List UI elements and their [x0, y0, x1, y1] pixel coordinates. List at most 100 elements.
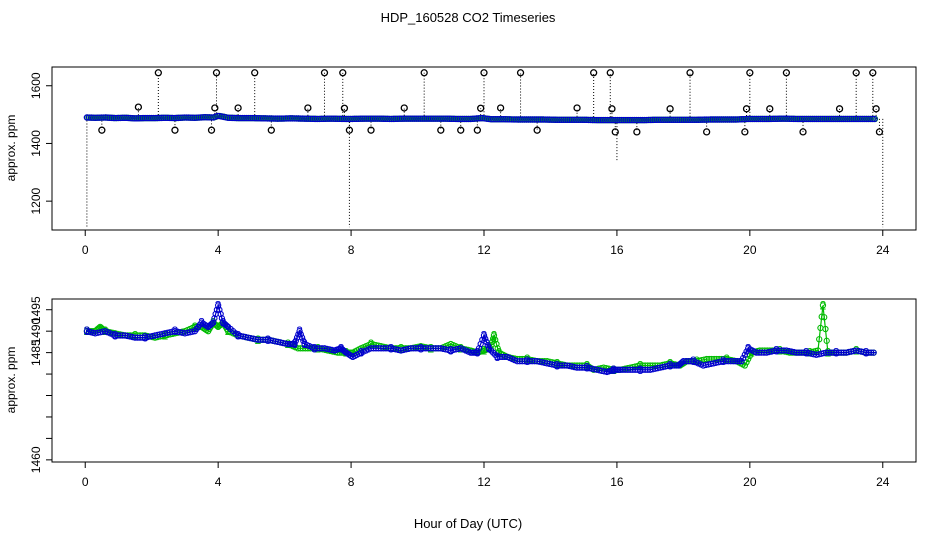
bottom-series-marker-3: 3	[311, 341, 318, 355]
top-outlier-point	[473, 126, 482, 134]
bottom-series-point-2	[493, 340, 500, 348]
bottom-xtick-label: 20	[743, 475, 757, 489]
top-outlier-point	[480, 69, 488, 77]
top-outlier-point	[320, 69, 329, 77]
bottom-series-marker-3: 3	[803, 346, 810, 360]
top-outlier-point	[799, 128, 807, 136]
top-ytick-label: 1600	[29, 72, 43, 99]
bottom-series-marker-2: 2	[806, 346, 813, 360]
bottom-series-point-3	[732, 358, 739, 365]
bottom-ytick-label: 1485	[29, 339, 43, 366]
bottom-panel-frame	[51, 298, 917, 463]
bottom-series-point-3	[483, 338, 490, 346]
top-outlier-point	[611, 128, 619, 136]
bottom-series-point-3	[213, 306, 221, 313]
bottom-panel-timeseries: approx. ppm 0 4 8 12 16 20 241460148514901495 …	[4, 296, 917, 489]
bottom-series-marker-3: 3	[584, 361, 591, 375]
bottom-series-point-3	[480, 332, 488, 339]
bottom-series-point-3	[328, 346, 336, 354]
bottom-series-marker-3: 3	[235, 328, 242, 342]
bottom-series-marker-2: 2	[496, 346, 503, 360]
top-xtick-label: 24	[876, 243, 890, 257]
top-baseline-point-blue	[871, 115, 878, 123]
bottom-series-point-3	[484, 341, 491, 349]
top-outlier-point	[746, 69, 754, 77]
bottom-series-point-3	[666, 362, 674, 369]
bottom-series-marker-3: 3	[418, 341, 425, 355]
top-xtick-label: 4	[215, 243, 222, 257]
top-xtick-label: 20	[743, 243, 757, 257]
top-outlier-point	[573, 104, 581, 112]
bottom-series-point-3	[211, 315, 218, 322]
bottom-series-point-3	[298, 334, 306, 341]
bottom-series-point-3	[738, 358, 745, 365]
bottom-series-point-3	[870, 349, 877, 356]
top-xtick-label: 16	[610, 243, 624, 257]
bottom-series-point-3	[218, 315, 226, 322]
bottom-series-marker-3: 3	[172, 324, 179, 338]
bottom-series-point-3	[300, 337, 307, 344]
top-outlier-point	[212, 69, 221, 77]
top-outlier-point	[741, 128, 749, 136]
bottom-series-marker-2: 2	[820, 298, 827, 312]
top-outlier-point	[420, 69, 428, 77]
top-outlier-point	[782, 69, 791, 77]
bottom-series-marker-3: 3	[112, 328, 119, 342]
bottom-series-marker-3: 3	[524, 354, 531, 368]
top-outlier-point	[869, 69, 877, 77]
top-outlier-point	[457, 126, 465, 134]
bottom-series-point-3	[482, 335, 489, 342]
bottom-series-marker-3: 3	[486, 341, 493, 355]
top-outlier-point	[742, 105, 751, 113]
top-xtick-label: 12	[477, 243, 491, 257]
top-panel-axes: 0 4 8 12 16 20 24 1200 1400 1600	[29, 72, 890, 257]
top-outlier-point	[154, 69, 162, 77]
bottom-series-marker-3: 3	[301, 337, 308, 351]
bottom-panel-ylabel: approx. ppm	[4, 347, 18, 414]
top-outlier-point	[211, 104, 219, 112]
top-outlier-point	[533, 126, 541, 134]
bottom-series-point-2	[741, 362, 749, 369]
bottom-series-point-3	[740, 354, 747, 362]
top-outlier-point	[516, 69, 525, 77]
top-outlier-point	[686, 69, 694, 77]
bottom-series-marker-3: 3	[481, 328, 488, 342]
top-outlier-point	[835, 105, 844, 113]
top-outlier-point	[171, 126, 179, 134]
top-outlier-point	[477, 104, 485, 112]
bottom-series-point-2	[816, 336, 823, 343]
bottom-series-point-3	[736, 358, 743, 365]
bottom-series-marker-3: 3	[84, 324, 91, 338]
top-outlier-point	[875, 128, 884, 136]
bottom-series-marker-2: 2	[481, 343, 488, 357]
bottom-series-marker-3: 3	[447, 343, 454, 357]
bottom-series-marker-3: 3	[667, 358, 674, 372]
bottom-series-point-2	[821, 314, 828, 321]
bottom-series-point-3	[291, 340, 298, 348]
bottom-series-marker-3: 3	[142, 331, 149, 345]
bottom-series-point-3	[867, 349, 875, 356]
bottom-xtick-label: 16	[610, 475, 624, 489]
top-outlier-point	[345, 126, 354, 134]
bottom-ytick-label: 1495	[29, 296, 43, 323]
bottom-series-point-2	[490, 332, 498, 339]
bottom-series-point-3	[215, 302, 222, 309]
x-axis-label: Hour of Day (UTC)	[414, 516, 522, 531]
bottom-series-marker-3: 3	[494, 350, 501, 364]
bottom-series-marker-3: 3	[198, 316, 205, 330]
bottom-ytick-label: 1460	[29, 446, 43, 473]
top-outlier-point	[267, 126, 275, 134]
bottom-series-marker-3: 3	[296, 324, 303, 338]
bottom-series-point-2	[494, 345, 501, 352]
bottom-series-point-3	[734, 358, 741, 365]
bottom-series-marker-3: 3	[265, 333, 272, 347]
bottom-xtick-label: 24	[876, 475, 890, 489]
top-ytick-label: 1200	[29, 187, 43, 214]
bottom-xtick-label: 0	[82, 475, 89, 489]
top-outlier-point	[666, 105, 674, 113]
top-outlier-point	[590, 69, 598, 77]
top-panel-ylabel: approx. ppm	[4, 115, 18, 182]
bottom-series-marker-3: 3	[474, 346, 481, 360]
